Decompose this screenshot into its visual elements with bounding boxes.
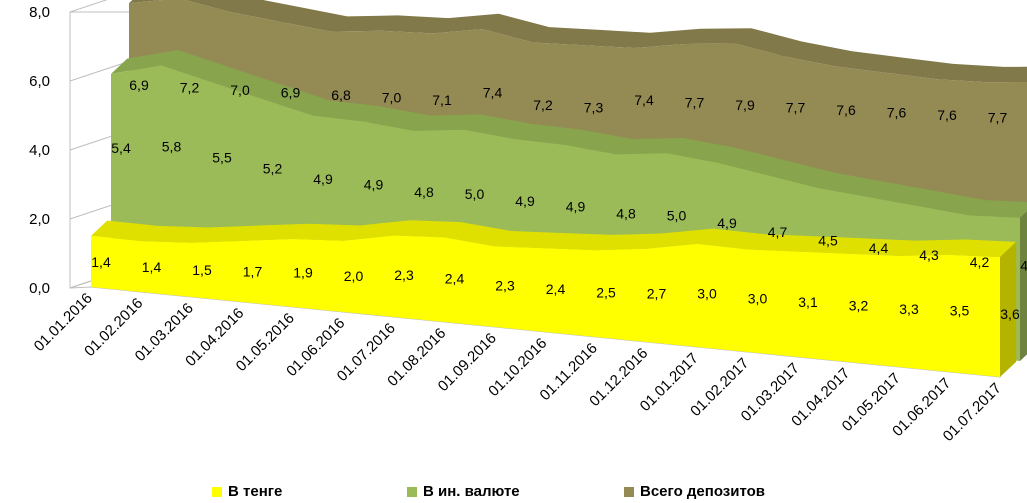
area-foreign-currency-side xyxy=(1020,211,1027,361)
legend-label-tenge: В тенге xyxy=(228,483,283,500)
data-label-total-deposits: 6,9 xyxy=(129,77,149,93)
data-label-total-deposits: 7,9 xyxy=(735,97,755,113)
data-label-total-deposits: 7,0 xyxy=(230,82,250,98)
data-label-foreign-currency: 4,4 xyxy=(869,240,889,256)
chart-legend: В тенге В ин. валюте Всего депозитов xyxy=(0,477,1027,503)
data-label-foreign-currency: 5,2 xyxy=(263,160,283,176)
data-label-tenge: 2,0 xyxy=(344,268,364,284)
data-label-foreign-currency: 5,5 xyxy=(212,149,232,165)
y-tick-label: 6,0 xyxy=(29,73,50,90)
gridline-left-wall xyxy=(69,0,108,13)
data-label-tenge: 3,5 xyxy=(950,303,970,319)
y-tick-label: 4,0 xyxy=(29,142,50,159)
legend-item-foreign-currency: В ин. валюте xyxy=(407,483,520,500)
data-label-total-deposits: 7,4 xyxy=(634,92,654,108)
data-label-tenge: 2,3 xyxy=(394,267,414,283)
y-tick-label: 0,0 xyxy=(29,280,50,297)
data-label-foreign-currency: 4,9 xyxy=(364,177,384,193)
data-label-total-deposits: 7,0 xyxy=(382,90,402,106)
data-label-tenge: 3,0 xyxy=(748,291,768,307)
data-labels: 1,4 1,4 1,5 1,7 1,9 2,0 2,3 2,4 2,3 2,4 2,5 2,7 3,0 3… xyxy=(91,77,1027,322)
data-label-tenge: 2,7 xyxy=(647,286,667,302)
data-label-tenge: 1,4 xyxy=(91,254,111,270)
legend-label-foreign-currency: В ин. валюте xyxy=(423,483,520,500)
data-label-total-deposits: 7,4 xyxy=(483,85,503,101)
data-label-tenge: 2,4 xyxy=(445,270,465,286)
data-label-tenge: 3,3 xyxy=(899,301,919,317)
data-label-foreign-currency: 4,3 xyxy=(919,247,939,263)
legend-item-tenge: В тенге xyxy=(212,483,282,500)
data-label-tenge: 1,5 xyxy=(192,262,212,278)
data-label-foreign-currency: 4,3 xyxy=(1020,258,1027,274)
legend-swatch-tenge xyxy=(212,486,222,497)
area-total-deposits-top xyxy=(129,0,1027,83)
area-foreign-currency-top xyxy=(111,50,1027,218)
legend-swatch-total-deposits xyxy=(624,486,634,497)
legend-label-total-deposits: Всего депозитов xyxy=(640,483,765,500)
data-label-foreign-currency: 4,8 xyxy=(414,184,434,200)
data-label-foreign-currency: 4,2 xyxy=(970,254,990,270)
data-label-foreign-currency: 4,9 xyxy=(515,193,535,209)
data-label-total-deposits: 6,8 xyxy=(331,87,351,103)
area-tenge-top xyxy=(91,220,1017,258)
y-tick-label: 2,0 xyxy=(29,211,50,228)
data-label-foreign-currency: 5,4 xyxy=(111,140,131,156)
data-label-tenge: 1,9 xyxy=(293,265,313,281)
data-label-tenge: 1,4 xyxy=(142,259,162,275)
data-label-total-deposits: 7,6 xyxy=(937,107,957,123)
y-axis-ticks: 0,0 2,0 4,0 6,0 8,0 xyxy=(29,4,50,297)
data-label-total-deposits: 7,6 xyxy=(836,102,856,118)
y-tick-label: 8,0 xyxy=(29,4,50,21)
data-label-total-deposits: 7,2 xyxy=(533,97,553,113)
data-label-foreign-currency: 5,0 xyxy=(465,186,485,202)
data-label-total-deposits: 6,9 xyxy=(281,85,301,101)
area-tenge-front xyxy=(91,235,1000,377)
data-label-foreign-currency: 4,9 xyxy=(566,199,586,215)
data-label-tenge: 2,3 xyxy=(495,278,515,294)
area-chart: 0,02,04,06,08,0 01.01.201601.02.201601.0… xyxy=(29,0,1027,445)
data-label-tenge: 2,5 xyxy=(596,284,616,300)
data-label-total-deposits: 7,1 xyxy=(432,92,452,108)
data-label-foreign-currency: 4,9 xyxy=(717,215,737,231)
data-label-foreign-currency: 4,9 xyxy=(313,171,333,187)
data-label-tenge: 3,2 xyxy=(849,297,869,313)
data-label-total-deposits: 7,3 xyxy=(584,100,604,116)
data-label-foreign-currency: 5,0 xyxy=(667,208,687,224)
data-label-total-deposits: 7,7 xyxy=(685,95,705,111)
gridline-left-wall xyxy=(69,60,131,82)
data-label-foreign-currency: 5,8 xyxy=(162,138,182,154)
data-label-foreign-currency: 4,5 xyxy=(818,233,838,249)
data-label-foreign-currency: 4,8 xyxy=(616,206,636,222)
chart-areas xyxy=(91,0,1027,377)
data-label-tenge: 3,6 xyxy=(1000,306,1020,322)
area-tenge-side xyxy=(1000,241,1017,377)
data-label-foreign-currency: 4,7 xyxy=(768,224,788,240)
data-label-tenge: 3,0 xyxy=(697,285,717,301)
legend-swatch-foreign-currency xyxy=(407,486,417,497)
data-label-tenge: 2,4 xyxy=(546,281,566,297)
data-label-tenge: 3,1 xyxy=(798,294,818,310)
data-label-total-deposits: 7,7 xyxy=(988,110,1008,126)
legend-item-total-deposits: Всего депозитов xyxy=(624,483,765,500)
data-label-total-deposits: 7,6 xyxy=(887,105,907,121)
data-label-total-deposits: 7,7 xyxy=(786,100,806,116)
data-label-total-deposits: 7,2 xyxy=(180,80,200,96)
data-label-tenge: 1,7 xyxy=(243,263,263,279)
